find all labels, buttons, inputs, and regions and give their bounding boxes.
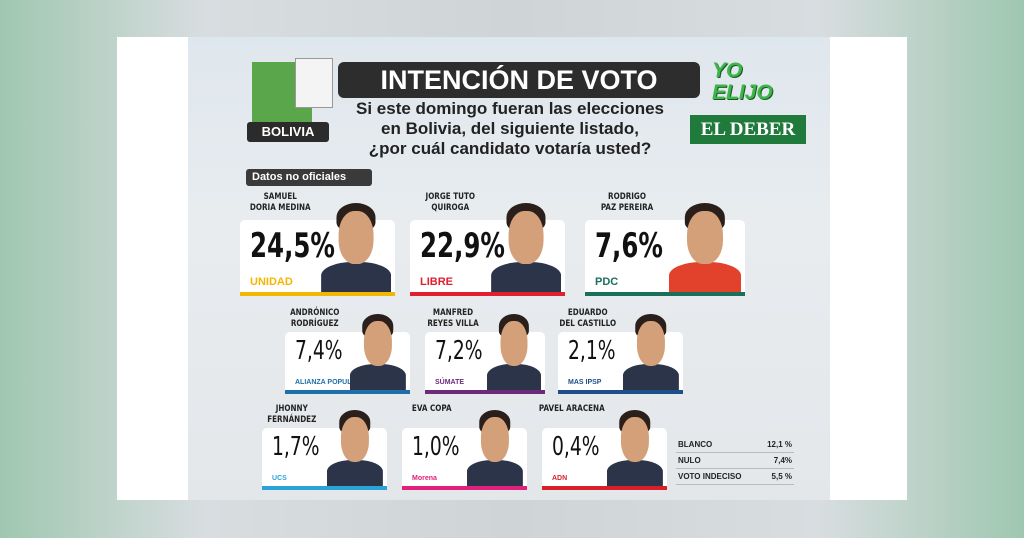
candidate-card: 24,5% UNIDAD — [240, 202, 395, 296]
candidate-card: 7,4% ALIANZA POPULAR — [285, 314, 410, 394]
candidate-photo — [349, 310, 406, 390]
table-row: NULO 7,4% — [676, 453, 794, 469]
party-logo: ALIANZA POPULAR — [295, 379, 362, 386]
party-color-bar — [558, 390, 683, 394]
party-color-bar — [542, 486, 667, 490]
party-logo: PDC — [595, 276, 619, 288]
party-color-bar — [585, 292, 745, 296]
party-logo: MAS IPSP — [568, 379, 602, 386]
disclaimer-badge: Datos no oficiales — [246, 169, 372, 186]
vote-percentage: 2,1% — [568, 336, 616, 366]
row-value: 5,5 % — [771, 472, 792, 481]
row-value: 7,4% — [773, 456, 792, 465]
name-line: DORIA MEDINA — [249, 203, 311, 213]
party-logo: ADN — [552, 475, 568, 482]
vote-percentage: 0,4% — [552, 432, 600, 462]
yo-elijo-logo: YO ELIJO — [712, 60, 792, 112]
question-line: Si este domingo fueran las elecciones — [356, 99, 664, 118]
logo-text: ELIJO — [712, 81, 773, 104]
candidate-photo — [491, 198, 561, 292]
candidate-photo — [622, 310, 679, 390]
question: Si este domingo fueran las elecciones en… — [335, 99, 685, 159]
vote-percentage: 7,4% — [295, 336, 343, 366]
name-line: SAMUEL — [263, 192, 297, 202]
row-label: BLANCO — [678, 440, 713, 449]
candidate-photo — [466, 406, 523, 486]
table-row: VOTO INDECISO 5,5 % — [676, 469, 794, 485]
candidate-name: EVA COPA — [397, 404, 467, 415]
name-line: ANDRÓNICO — [290, 308, 340, 318]
name-line: JHONNY — [275, 404, 308, 414]
name-line: QUIROGA — [431, 203, 470, 213]
name-line: PAZ PEREIRA — [600, 203, 654, 213]
candidate-photo — [487, 310, 541, 390]
name-line: FERNÁNDEZ — [267, 415, 317, 425]
logo-text: YO — [712, 59, 743, 82]
candidate-name: SAMUEL DORIA MEDINA — [237, 192, 324, 214]
candidate-card: 22,9% LIBRE — [410, 202, 565, 296]
candidate-name: ANDRÓNICO RODRÍGUEZ — [280, 308, 350, 330]
name-line: DEL CASTILLO — [559, 319, 617, 329]
candidate-name: MANFRED REYES VILLA — [419, 308, 486, 330]
candidate-card: 7,2% SÚMATE — [425, 314, 545, 394]
party-color-bar — [402, 486, 527, 490]
party-logo: UCS — [272, 475, 287, 482]
party-logo: Morena — [412, 475, 437, 482]
party-logo: LIBRE — [420, 276, 453, 288]
ballot-box-icon — [295, 58, 333, 108]
candidate-name: JHONNY FERNÁNDEZ — [257, 404, 327, 426]
candidate-card: 0,4% ADN — [542, 410, 667, 490]
page-title: INTENCIÓN DE VOTO — [338, 62, 700, 98]
candidate-photo — [321, 198, 391, 292]
candidate-name: JORGE TUTO QUIROGA — [407, 192, 494, 214]
vote-percentage: 22,9% — [420, 226, 505, 266]
candidate-photo — [326, 406, 383, 486]
row-value: 12,1 % — [767, 440, 792, 449]
region-label: BOLIVIA — [247, 122, 329, 142]
candidate-card: 1,0% Morena — [402, 410, 527, 490]
candidate-photo — [669, 198, 741, 292]
party-color-bar — [285, 390, 410, 394]
vote-percentage: 24,5% — [250, 226, 335, 266]
candidate-card: 2,1% MAS IPSP — [558, 314, 683, 394]
name-line: EVA COPA — [411, 404, 452, 414]
vote-percentage: 7,6% — [595, 226, 663, 266]
row-label: VOTO INDECISO — [678, 472, 742, 481]
candidate-name: EDUARDO DEL CASTILLO — [553, 308, 623, 330]
vote-percentage: 7,2% — [435, 336, 483, 366]
other-votes-table: BLANCO 12,1 % NULO 7,4% VOTO INDECISO 5,5 % — [676, 437, 794, 485]
candidate-card: 1,7% UCS — [262, 410, 387, 490]
name-line: EDUARDO — [567, 308, 608, 318]
name-line: RODRÍGUEZ — [290, 319, 339, 329]
candidate-card: 7,6% PDC — [585, 202, 745, 296]
candidate-name: RODRIGO PAZ PEREIRA — [582, 192, 672, 214]
name-line: REYES VILLA — [427, 319, 479, 329]
row-label: NULO — [678, 456, 701, 465]
name-line: RODRIGO — [608, 192, 646, 202]
party-logo: SÚMATE — [435, 379, 465, 386]
vote-percentage: 1,7% — [272, 432, 320, 462]
table-row: BLANCO 12,1 % — [676, 437, 794, 453]
name-line: JORGE TUTO — [425, 192, 475, 202]
candidate-name: PAVEL ARACENA — [537, 404, 607, 415]
vote-percentage: 1,0% — [412, 432, 460, 462]
name-line: MANFRED — [432, 308, 474, 318]
name-line: PAVEL ARACENA — [538, 404, 605, 414]
party-logo: UNIDAD — [250, 276, 293, 288]
party-color-bar — [262, 486, 387, 490]
question-line: ¿por cuál candidato votaría usted? — [368, 139, 652, 158]
party-color-bar — [240, 292, 395, 296]
candidate-photo — [606, 406, 663, 486]
party-color-bar — [425, 390, 545, 394]
el-deber-logo: EL DEBER — [690, 115, 806, 144]
party-color-bar — [410, 292, 565, 296]
question-line: en Bolivia, del siguiente listado, — [381, 119, 639, 138]
